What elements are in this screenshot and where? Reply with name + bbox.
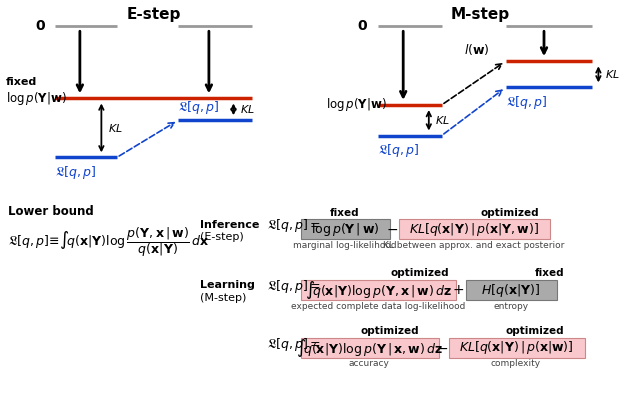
Text: optimized: optimized: [390, 269, 449, 279]
Text: $\int\! q(\mathbf{x}|\mathbf{Y})\log p(\mathbf{Y},\mathbf{x}\,|\,\mathbf{w})\,d\: $\int\! q(\mathbf{x}|\mathbf{Y})\log p(\…: [305, 279, 451, 301]
Text: $\mathfrak{L}[q,p] =$: $\mathfrak{L}[q,p] =$: [267, 217, 321, 234]
FancyBboxPatch shape: [449, 338, 584, 358]
Text: $KL$: $KL$: [605, 68, 620, 80]
FancyBboxPatch shape: [399, 219, 550, 239]
Text: $\mathfrak{L}[q,p]$: $\mathfrak{L}[q,p]$: [178, 99, 220, 116]
Text: $\log p(\mathbf{Y}|\mathbf{w})$: $\log p(\mathbf{Y}|\mathbf{w})$: [6, 90, 67, 107]
Text: entropy: entropy: [493, 302, 529, 311]
Text: optimized: optimized: [361, 326, 419, 336]
Text: M-step: M-step: [451, 6, 509, 21]
Text: $\mathfrak{L}[q,p] =$: $\mathfrak{L}[q,p] =$: [267, 278, 321, 295]
Text: fixed: fixed: [535, 269, 565, 279]
FancyBboxPatch shape: [465, 280, 557, 300]
Text: (E-step): (E-step): [200, 232, 244, 242]
Text: $\mathbf{0}$: $\mathbf{0}$: [357, 19, 368, 33]
Text: expected complete data log-likelihood: expected complete data log-likelihood: [291, 302, 465, 311]
FancyBboxPatch shape: [301, 338, 438, 358]
Text: $\mathbf{0}$: $\mathbf{0}$: [35, 19, 46, 33]
Text: KL between approx. and exact posterior: KL between approx. and exact posterior: [383, 241, 564, 250]
Text: $KL[q(\mathbf{x}|\mathbf{Y})\,|\,p(\mathbf{x}|\mathbf{w})]$: $KL[q(\mathbf{x}|\mathbf{Y})\,|\,p(\math…: [459, 339, 573, 356]
Text: fixed: fixed: [6, 77, 37, 87]
Text: $\mathfrak{L}[q,p]$: $\mathfrak{L}[q,p]$: [55, 164, 97, 181]
Text: optimized: optimized: [481, 208, 540, 218]
Text: $+$: $+$: [452, 283, 464, 297]
Text: $\mathfrak{L}[q,p] =$: $\mathfrak{L}[q,p] =$: [267, 336, 321, 353]
Text: fixed: fixed: [330, 208, 360, 218]
Text: optimized: optimized: [506, 326, 564, 336]
Text: $KL$: $KL$: [239, 103, 255, 115]
Text: $\mathfrak{L}[q,p]$: $\mathfrak{L}[q,p]$: [506, 94, 547, 111]
Text: $\log p(\mathbf{Y}\,|\,\mathbf{w})$: $\log p(\mathbf{Y}\,|\,\mathbf{w})$: [310, 221, 380, 238]
Text: $H[q(\mathbf{x}|\mathbf{Y})]$: $H[q(\mathbf{x}|\mathbf{Y})]$: [481, 281, 541, 298]
Text: E-step: E-step: [127, 6, 180, 21]
Text: accuracy: accuracy: [349, 360, 389, 369]
Text: $KL$: $KL$: [435, 114, 450, 126]
Text: Inference: Inference: [200, 220, 259, 230]
Text: $\mathfrak{L}[q,p]$: $\mathfrak{L}[q,p]$: [378, 142, 419, 159]
Text: marginal log-likelihood: marginal log-likelihood: [293, 241, 397, 250]
Text: Lower bound: Lower bound: [8, 205, 93, 217]
Text: $-$: $-$: [386, 222, 398, 237]
Text: $KL[q(\mathbf{x}|\mathbf{Y})\,|\,p(\mathbf{x}|\mathbf{Y},\mathbf{w})]$: $KL[q(\mathbf{x}|\mathbf{Y})\,|\,p(\math…: [409, 221, 539, 238]
Text: $l(\mathbf{w})$: $l(\mathbf{w})$: [464, 42, 490, 57]
FancyBboxPatch shape: [301, 219, 390, 239]
FancyBboxPatch shape: [301, 280, 456, 300]
Text: $\log p(\mathbf{Y}|\mathbf{w})$: $\log p(\mathbf{Y}|\mathbf{w})$: [326, 96, 387, 113]
Text: $KL$: $KL$: [108, 122, 122, 134]
Text: (M-step): (M-step): [200, 292, 246, 303]
Text: $-$: $-$: [436, 341, 448, 355]
Text: $\int\! q(\mathbf{x}|\mathbf{Y})\log p(\mathbf{Y}\,|\,\mathbf{x},\mathbf{w})\,d\: $\int\! q(\mathbf{x}|\mathbf{Y})\log p(\…: [296, 337, 442, 359]
Text: $\mathfrak{L}[q,p]\!\equiv\!\int\! q(\mathbf{x}|\mathbf{Y})\log\dfrac{p(\mathbf{: $\mathfrak{L}[q,p]\!\equiv\!\int\! q(\ma…: [8, 225, 209, 259]
Text: complexity: complexity: [491, 360, 541, 369]
Text: Learning: Learning: [200, 280, 255, 290]
